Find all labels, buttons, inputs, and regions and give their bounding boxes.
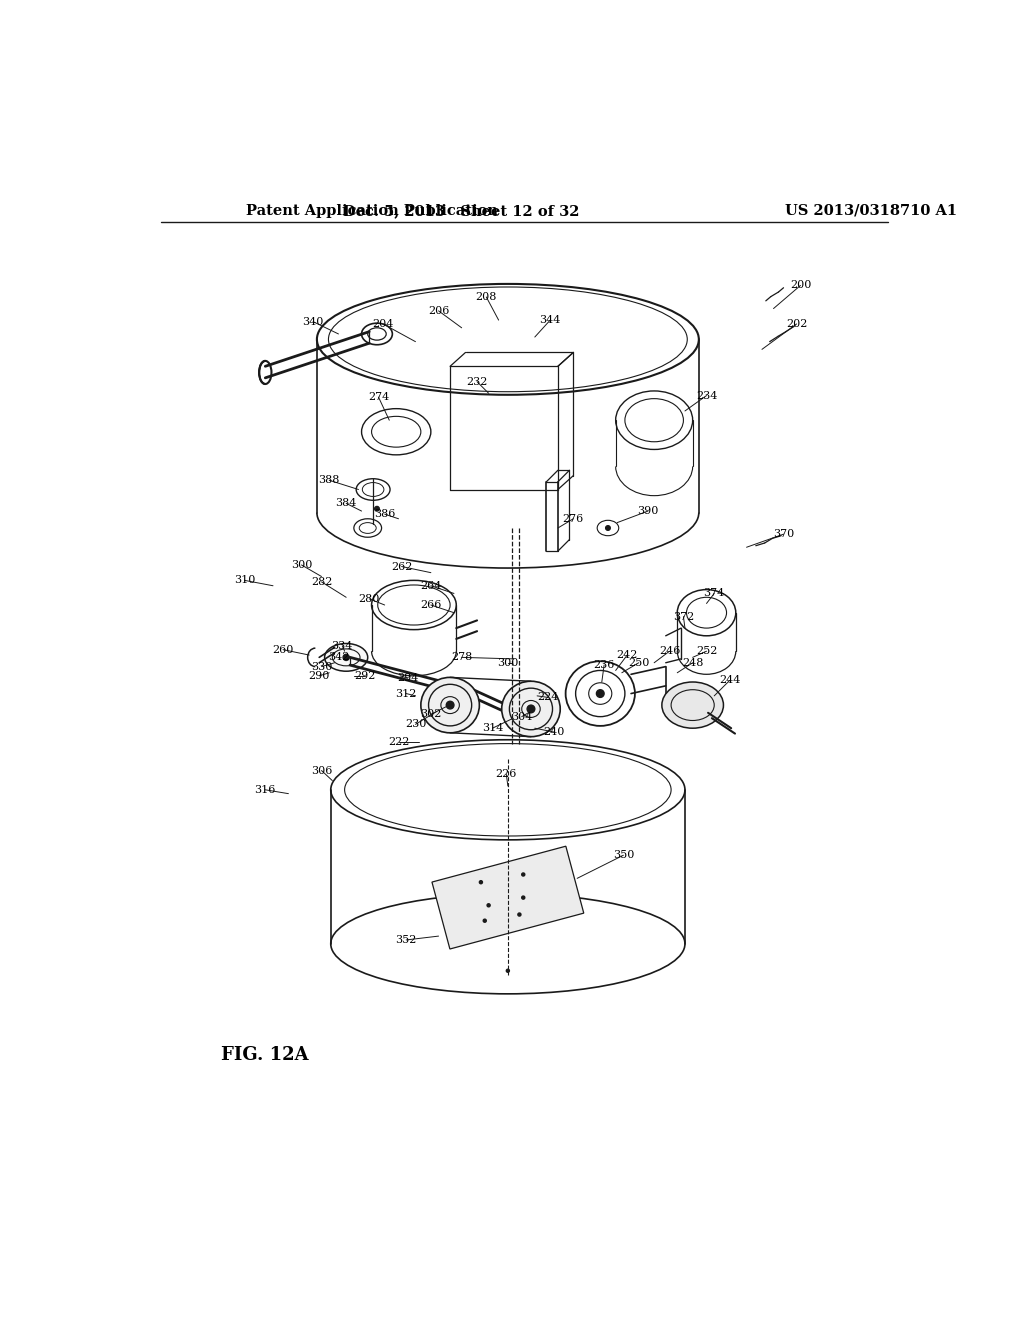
Text: FIG. 12A: FIG. 12A (221, 1047, 309, 1064)
Text: 200: 200 (790, 280, 811, 290)
Text: 306: 306 (311, 766, 332, 776)
Text: 312: 312 (395, 689, 417, 698)
Text: 278: 278 (451, 652, 472, 663)
Circle shape (446, 701, 454, 709)
Text: 342: 342 (328, 652, 349, 663)
Text: 260: 260 (272, 644, 294, 655)
Text: 266: 266 (420, 601, 441, 610)
Text: 242: 242 (616, 649, 638, 660)
Ellipse shape (565, 661, 635, 726)
Circle shape (506, 969, 509, 973)
Ellipse shape (325, 644, 368, 672)
Text: 386: 386 (374, 510, 395, 519)
Circle shape (479, 880, 482, 884)
Text: 372: 372 (673, 611, 694, 622)
Text: 246: 246 (658, 647, 680, 656)
Circle shape (605, 525, 610, 531)
Circle shape (518, 913, 521, 916)
Text: 264: 264 (420, 581, 441, 591)
Text: 330: 330 (311, 661, 332, 672)
Text: 294: 294 (397, 673, 419, 684)
Circle shape (521, 873, 524, 876)
Ellipse shape (502, 681, 560, 737)
Text: 344: 344 (540, 315, 561, 325)
Circle shape (487, 904, 490, 907)
Text: 302: 302 (420, 709, 441, 719)
Text: 230: 230 (404, 719, 426, 730)
Text: 240: 240 (544, 727, 565, 737)
Text: 350: 350 (612, 850, 634, 861)
Ellipse shape (677, 590, 736, 636)
Text: 234: 234 (696, 391, 717, 400)
Text: 202: 202 (786, 319, 807, 329)
Circle shape (527, 705, 535, 713)
Text: 208: 208 (475, 292, 497, 302)
Text: Patent Application Publication: Patent Application Publication (246, 203, 498, 218)
Text: 292: 292 (354, 671, 376, 681)
Text: Dec. 5, 2013   Sheet 12 of 32: Dec. 5, 2013 Sheet 12 of 32 (343, 203, 580, 218)
Text: 370: 370 (773, 529, 795, 539)
Text: 248: 248 (682, 657, 703, 668)
Text: 282: 282 (311, 577, 332, 587)
Text: 244: 244 (719, 676, 740, 685)
Text: 300: 300 (291, 560, 312, 570)
Text: 226: 226 (496, 770, 517, 779)
Text: 276: 276 (562, 513, 584, 524)
Text: 232: 232 (466, 376, 487, 387)
Polygon shape (432, 846, 584, 949)
Text: 280: 280 (358, 594, 380, 603)
Text: 300: 300 (498, 657, 518, 668)
Ellipse shape (421, 677, 479, 733)
Text: 390: 390 (637, 506, 658, 516)
Text: US 2013/0318710 A1: US 2013/0318710 A1 (785, 203, 957, 218)
Text: 274: 274 (368, 392, 389, 403)
Text: 290: 290 (308, 671, 330, 681)
Text: 204: 204 (373, 319, 394, 329)
Ellipse shape (662, 682, 724, 729)
Circle shape (375, 507, 379, 511)
Circle shape (483, 919, 486, 923)
Circle shape (596, 689, 604, 697)
Circle shape (521, 896, 524, 899)
Text: 250: 250 (628, 657, 649, 668)
Text: 384: 384 (336, 499, 356, 508)
Text: 314: 314 (481, 723, 503, 733)
Text: 224: 224 (538, 693, 558, 702)
Text: 206: 206 (428, 306, 450, 315)
Text: 340: 340 (302, 317, 324, 326)
Text: 252: 252 (696, 647, 717, 656)
Text: 352: 352 (395, 935, 417, 945)
Text: 222: 222 (388, 737, 410, 747)
Text: 334: 334 (332, 640, 353, 651)
Text: 262: 262 (391, 561, 413, 572)
Text: 304: 304 (511, 711, 532, 722)
Text: 388: 388 (318, 475, 340, 486)
Text: 310: 310 (233, 576, 255, 585)
Text: 374: 374 (703, 589, 725, 598)
Text: 316: 316 (255, 785, 276, 795)
Text: 236: 236 (594, 660, 614, 671)
Circle shape (343, 655, 349, 660)
